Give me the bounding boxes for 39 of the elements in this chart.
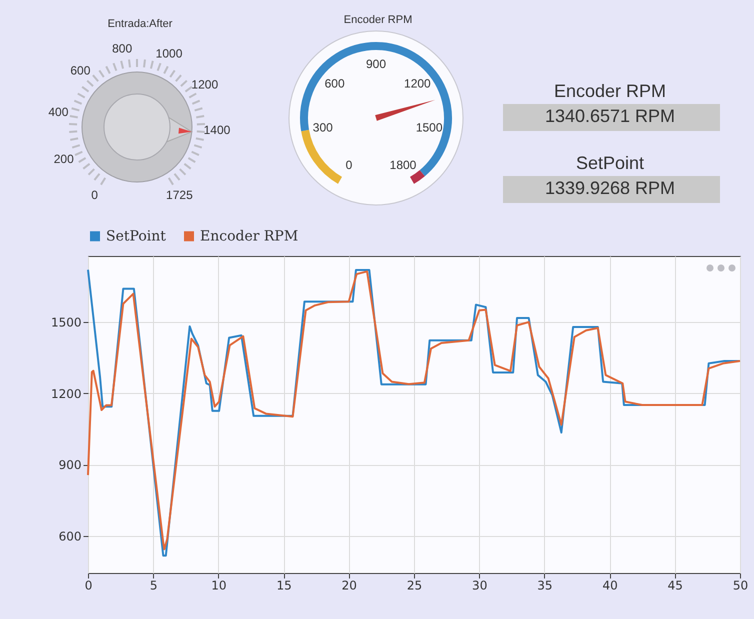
text: 1800 xyxy=(390,158,417,172)
text: 1500 xyxy=(416,120,443,134)
text: 0 xyxy=(346,158,353,172)
text: 0 xyxy=(91,188,98,202)
y-tick-label: 1200 xyxy=(50,386,82,401)
x-tick-label: 10 xyxy=(211,578,227,592)
text: 600 xyxy=(324,76,345,90)
text: 1000 xyxy=(156,46,183,61)
y-tick-label: 900 xyxy=(58,458,82,472)
legend-label: Encoder RPM xyxy=(200,228,298,244)
x-tick-label: 5 xyxy=(150,578,158,592)
x-tick-label: 45 xyxy=(668,578,683,592)
x-tick-label: 15 xyxy=(276,578,292,592)
x-tick-label: 0 xyxy=(84,578,92,592)
text: 1340.6571 RPM xyxy=(544,106,676,126)
text: 1400 xyxy=(204,123,231,138)
text: 1200 xyxy=(404,76,432,90)
legend-label: SetPoint xyxy=(106,228,166,244)
text: Entrada:After xyxy=(108,18,173,30)
text: Encoder RPM xyxy=(554,81,666,101)
x-tick-label: 20 xyxy=(342,578,357,592)
text: 1200 xyxy=(191,78,218,92)
x-tick-label: 25 xyxy=(406,578,422,592)
text: 800 xyxy=(112,41,132,56)
x-tick-label: 50 xyxy=(732,578,748,592)
x-tick-label: 30 xyxy=(472,578,488,592)
text: Encoder RPM xyxy=(344,14,412,26)
text: 400 xyxy=(48,105,69,120)
text: 900 xyxy=(366,57,386,71)
text: 1339.9268 RPM xyxy=(544,178,676,198)
text: 200 xyxy=(54,152,74,166)
text: 300 xyxy=(312,120,334,134)
y-tick-label: 600 xyxy=(58,529,82,544)
text: SetPoint xyxy=(576,153,644,173)
x-tick-label: 35 xyxy=(537,578,553,592)
text: 1725 xyxy=(166,188,194,202)
y-tick-label: 1500 xyxy=(50,316,82,330)
text: 600 xyxy=(70,63,91,78)
x-tick-label: 40 xyxy=(602,578,618,592)
